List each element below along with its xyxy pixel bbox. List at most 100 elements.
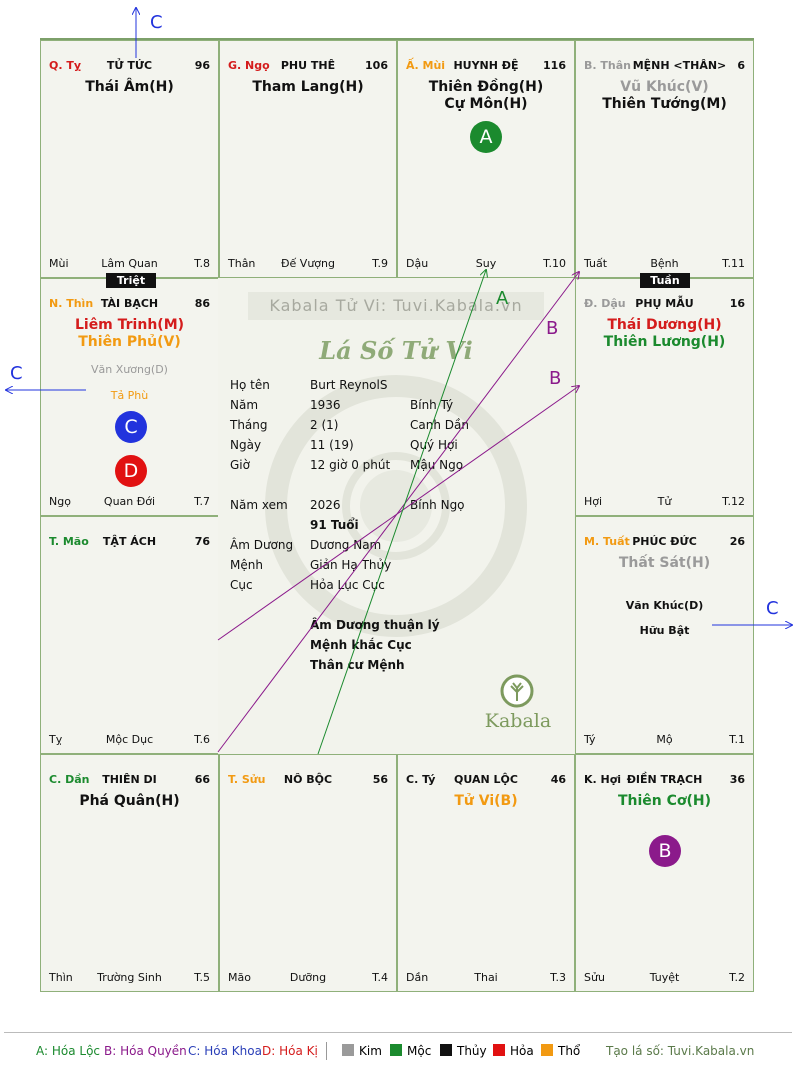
palace-number: 26 [729, 535, 745, 548]
arrow-label-c: C [766, 598, 779, 619]
foot-month: T.12 [722, 495, 745, 508]
palace-position: Q. Tỵ [49, 59, 82, 72]
palace-tat-ach[interactable]: T. Mão TẬT ÁCH 76 Tỵ Mộc Dục T.6 [40, 516, 219, 754]
palace-number: 46 [550, 773, 566, 786]
value-am-duong: Dương Nam [310, 538, 382, 552]
palace-thien-di[interactable]: C. Dần THIÊN DI 66 Phá Quân(H) Thìn Trường … [40, 754, 219, 992]
foot-phase: Tử [657, 495, 672, 508]
palace-number: 6 [737, 59, 745, 72]
palace-tai-bach[interactable]: N. Thìn TÀI BẠCH 86 Liêm Trinh(M) Thiên Phủ… [40, 278, 219, 516]
label-hour: Giờ [230, 458, 250, 472]
palace-position: C. Tý [406, 773, 436, 786]
palace-position: B. Thân [584, 59, 631, 72]
palace-position: Ấ. Mùi [406, 59, 446, 72]
kabala-logo-text: Kabala [484, 710, 552, 732]
palace-dien-trach[interactable]: K. Hợi ĐIỀN TRẠCH 36 Thiên Cơ(H) B Sửu Tuyệ… [575, 754, 754, 992]
major-star: Thiên Tướng(M) [602, 96, 727, 112]
palace-name: TỬ TỨC [106, 59, 153, 72]
palace-name: QUAN LỘC [454, 773, 518, 786]
label-am-duong: Âm Dương [230, 538, 294, 552]
legend-hoa-khoa: C: Hóa Khoa [188, 1044, 262, 1058]
major-star: Thiên Lương(H) [603, 334, 726, 350]
palace-name: HUYNH ĐỆ [453, 59, 519, 72]
value-year: 1936 [310, 398, 341, 412]
legend-site-link[interactable]: Tạo lá số: Tuvi.Kabala.vn [606, 1044, 755, 1058]
palace-menh[interactable]: B. Thân MỆNH <THÂN> 6 Vũ Khúc(V) Thiên Tướn… [575, 40, 754, 278]
palace-position: T. Sửu [228, 773, 266, 786]
palace-tu-tuc[interactable]: Q. Tỵ TỬ TỨC 96 Thái Âm(H) Mùi Lâm Quan T.8 [40, 40, 219, 278]
palace-number: 56 [372, 773, 388, 786]
palace-name: TÀI BẠCH [100, 297, 159, 310]
foot-phase: Lâm Quan [101, 257, 158, 270]
palace-number: 16 [729, 297, 745, 310]
arrow-label-c: C [150, 12, 163, 33]
palace-number: 96 [194, 59, 210, 72]
palace-no-boc[interactable]: T. Sửu NÔ BỘC 56 Mão Dưỡng T.4 [219, 754, 397, 992]
label-month: Tháng [230, 418, 268, 432]
major-star: Thiên Đồng(H) [428, 79, 544, 95]
arrow-label-b: B [549, 368, 562, 389]
label-view-year: Năm xem [230, 498, 288, 512]
palace-quan-loc[interactable]: C. Tý QUAN LỘC 46 Tử Vi(B) Dần Thai T.3 [397, 754, 575, 992]
label-name: Họ tên [230, 378, 270, 392]
hoa-ki-badge: D [115, 455, 147, 487]
foot-branch: Tỵ [49, 733, 63, 746]
major-star: Liêm Trinh(M) [74, 317, 185, 333]
palace-name: ĐIỀN TRẠCH [626, 773, 703, 786]
palace-position: N. Thìn [49, 297, 94, 310]
palace-position: M. Tuất [584, 535, 630, 548]
foot-branch: Ngọ [49, 495, 71, 508]
foot-month: T.2 [729, 971, 745, 984]
label-year: Năm [230, 398, 259, 412]
foot-month: T.6 [194, 733, 210, 746]
label-menh: Mệnh [230, 558, 263, 572]
palace-name: THIÊN DI [102, 773, 157, 786]
palace-number: 106 [365, 59, 388, 72]
triet-tag: Triệt [106, 273, 156, 288]
value-view-year: 2026 [310, 498, 341, 512]
legend-kim: Kim [342, 1044, 382, 1058]
note-item: Âm Dương thuận lý [310, 618, 440, 632]
foot-month: T.7 [194, 495, 210, 508]
major-star: Thiên Phủ(V) [78, 334, 181, 350]
foot-branch: Sửu [584, 971, 605, 984]
foot-phase: Thai [474, 971, 498, 984]
foot-phase: Quan Đới [103, 495, 156, 508]
note-item: Mệnh khắc Cục [310, 638, 412, 652]
value-month: 2 (1) [310, 418, 339, 432]
palace-position: G. Ngọ [228, 59, 270, 72]
foot-branch: Thân [228, 257, 256, 270]
foot-month: T.8 [194, 257, 210, 270]
foot-phase: Mộ [656, 733, 673, 746]
palace-name: PHÚC ĐỨC [632, 535, 697, 548]
legend-moc: Mộc [390, 1044, 431, 1058]
palace-huynh-de[interactable]: Ấ. Mùi HUYNH ĐỆ 116 Thiên Đồng(H) Cự Môn(H)… [397, 40, 575, 278]
foot-branch: Tuất [584, 257, 608, 270]
label-cuc: Cục [230, 578, 253, 592]
value-day-canchi: Quý Hợi [410, 438, 458, 452]
major-star: Thất Sát(H) [618, 555, 711, 571]
center-info-panel: Kabala Tử Vi: Tuvi.Kabala.vn Lá Số Tử Vi… [218, 278, 574, 754]
tuan-tag: Tuần [640, 273, 690, 288]
major-star: Thái Âm(H) [85, 79, 174, 95]
foot-branch: Mùi [49, 257, 69, 270]
foot-month: T.3 [550, 971, 566, 984]
legend-hoa-quyen: B: Hóa Quyền [104, 1044, 187, 1058]
value-menh: Giản Hạ Thủy [310, 558, 392, 572]
note-item: Thân cư Mệnh [310, 658, 405, 672]
palace-phu-mau[interactable]: Đ. Dậu PHỤ MẪU 16 Thái Dương(H) Thiên Lương… [575, 278, 754, 516]
palace-name: NÔ BỘC [283, 773, 333, 786]
foot-branch: Hợi [584, 495, 603, 508]
palace-phuc-duc[interactable]: M. Tuất PHÚC ĐỨC 26 Thất Sát(H) Văn Khúc(D… [575, 516, 754, 754]
minor-star: Tả Phù [110, 389, 149, 402]
foot-phase: Bệnh [650, 257, 679, 270]
palace-phu-the[interactable]: G. Ngọ PHU THÊ 106 Tham Lang(H) Thân Đế Vượ… [219, 40, 397, 278]
minor-star: Văn Xương(D) [91, 363, 168, 376]
foot-month: T.10 [543, 257, 566, 270]
foot-branch: Tý [584, 733, 596, 746]
legend-hoa: Hỏa [493, 1044, 534, 1058]
label-day: Ngày [230, 438, 262, 452]
foot-month: T.5 [194, 971, 210, 984]
palace-position: C. Dần [49, 773, 90, 786]
palace-name: PHU THÊ [280, 59, 336, 72]
